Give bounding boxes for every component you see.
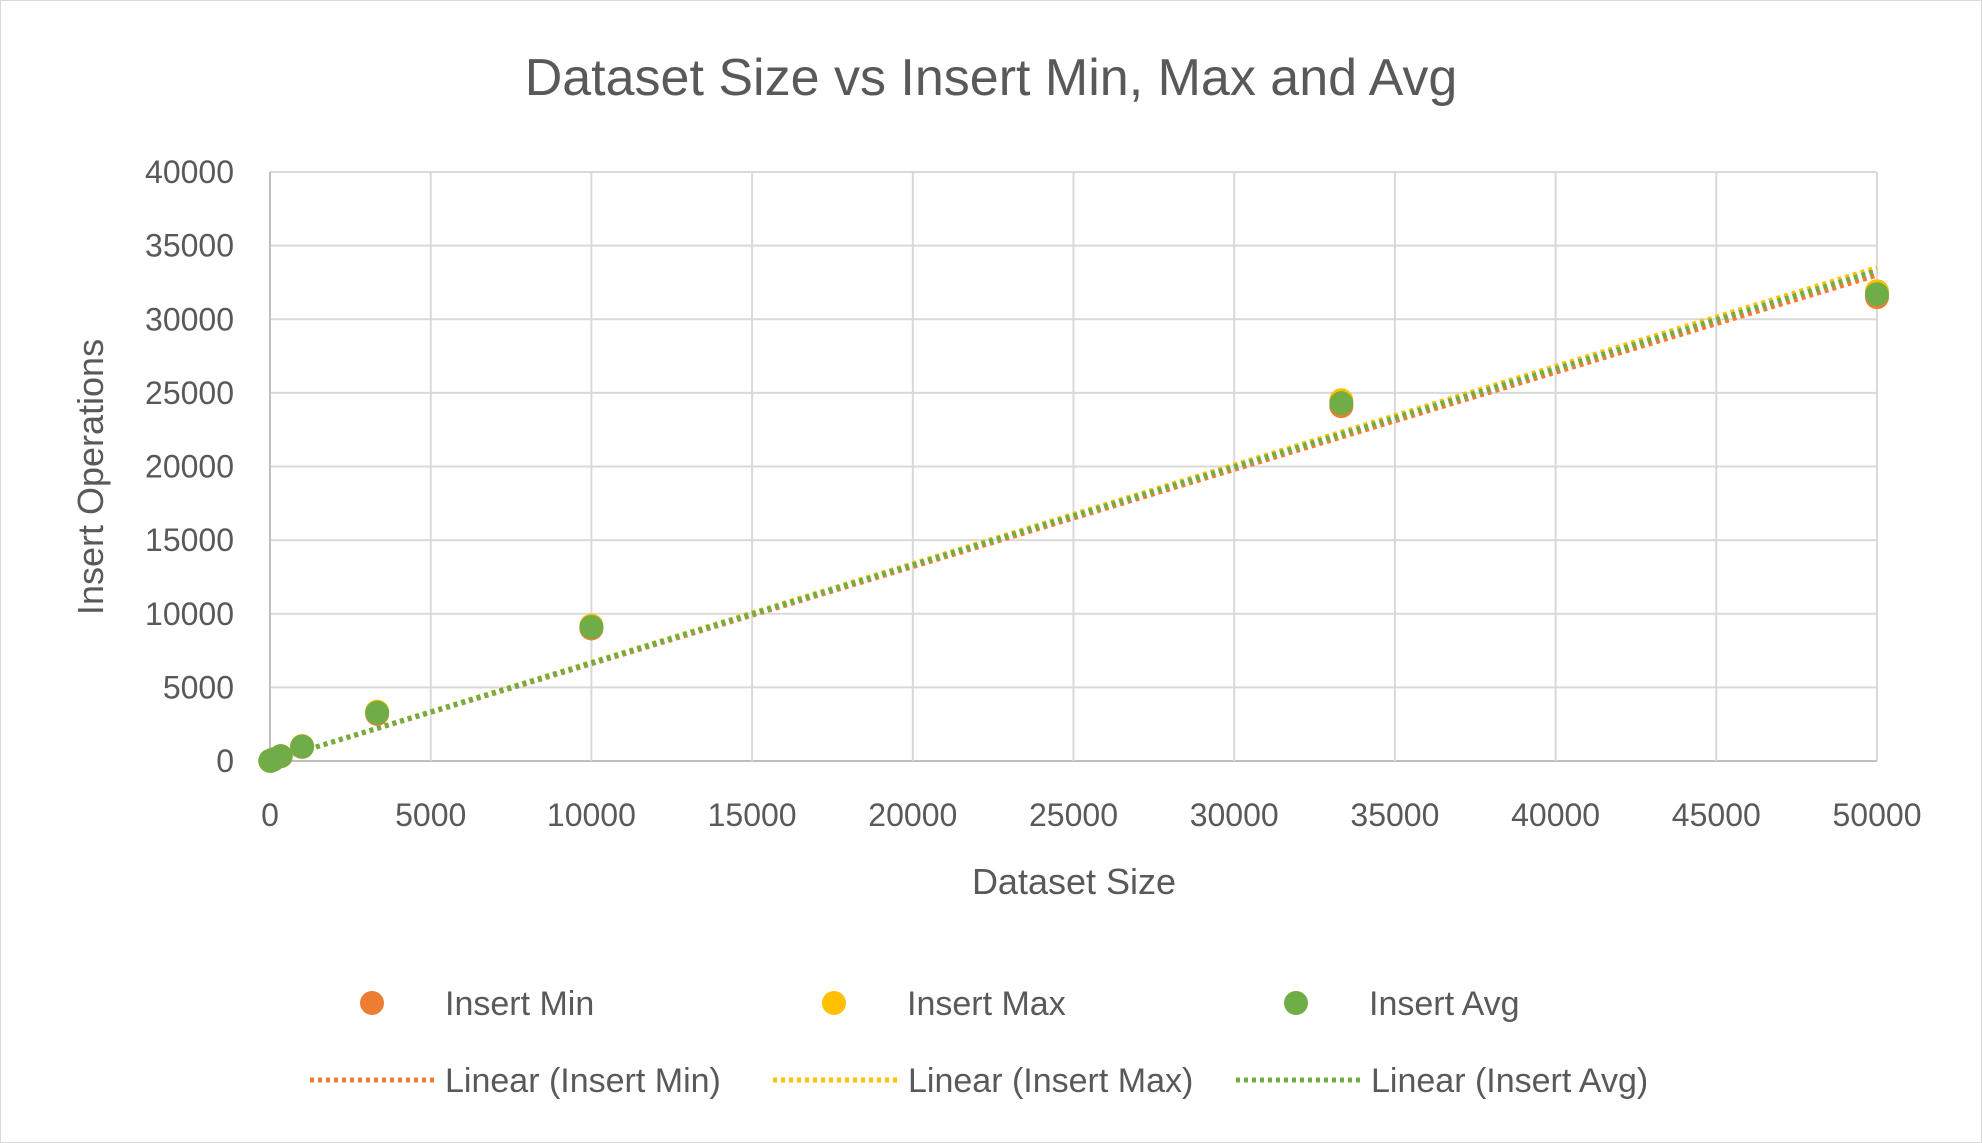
x-tick-label: 30000 [1190, 797, 1279, 833]
legend-marker [360, 991, 384, 1015]
data-point [579, 615, 604, 640]
data-point [1865, 282, 1889, 307]
y-tick-label: 25000 [145, 375, 234, 411]
y-tick-label: 10000 [145, 596, 234, 632]
x-tick-label: 50000 [1833, 797, 1922, 833]
y-tick-label: 0 [216, 743, 234, 779]
legend-label: Linear (Insert Min) [445, 1062, 721, 1100]
x-tick-label: 5000 [395, 797, 466, 833]
data-point [290, 734, 315, 759]
data-point [365, 700, 390, 725]
y-tick-label: 20000 [145, 449, 234, 485]
y-tick-label: 5000 [163, 669, 234, 705]
x-tick-label: 20000 [868, 797, 957, 833]
data-points [258, 279, 1889, 773]
trendlines [269, 265, 1878, 764]
x-tick-label: 40000 [1511, 797, 1600, 833]
legend-marker [822, 991, 846, 1015]
legend-label: Linear (Insert Avg) [1371, 1062, 1648, 1100]
x-axis-ticks: 0 5000 10000 15000 20000 25000 30000 35000 40000… [261, 797, 1921, 833]
y-axis-title: Insert Operations [70, 339, 111, 615]
trendline [269, 268, 1878, 764]
y-tick-label: 40000 [145, 154, 234, 190]
legend: Insert Min Insert Max Insert Avg Linear (In… [310, 985, 1648, 1100]
legend-label: Insert Min [445, 985, 594, 1023]
x-tick-label: 0 [261, 797, 279, 833]
x-tick-label: 45000 [1672, 797, 1761, 833]
y-tick-label: 35000 [145, 228, 234, 264]
y-axis-ticks: 0 5000 10000 15000 20000 25000 30000 35000 40000 [145, 154, 234, 779]
y-tick-label: 15000 [145, 522, 234, 558]
legend-label: Linear (Insert Max) [908, 1062, 1193, 1100]
data-point [1329, 391, 1354, 416]
legend-label: Insert Avg [1369, 985, 1520, 1023]
x-tick-label: 10000 [547, 797, 636, 833]
x-tick-label: 35000 [1350, 797, 1439, 833]
legend-marker [1284, 991, 1308, 1015]
y-tick-label: 30000 [145, 301, 234, 337]
legend-label: Insert Max [907, 985, 1066, 1023]
data-point [268, 744, 293, 769]
chart-title: Dataset Size vs Insert Min, Max and Avg [525, 49, 1458, 107]
x-tick-label: 15000 [708, 797, 797, 833]
gridlines [269, 171, 1878, 762]
x-tick-label: 25000 [1029, 797, 1118, 833]
x-axis-title: Dataset Size [972, 861, 1176, 902]
